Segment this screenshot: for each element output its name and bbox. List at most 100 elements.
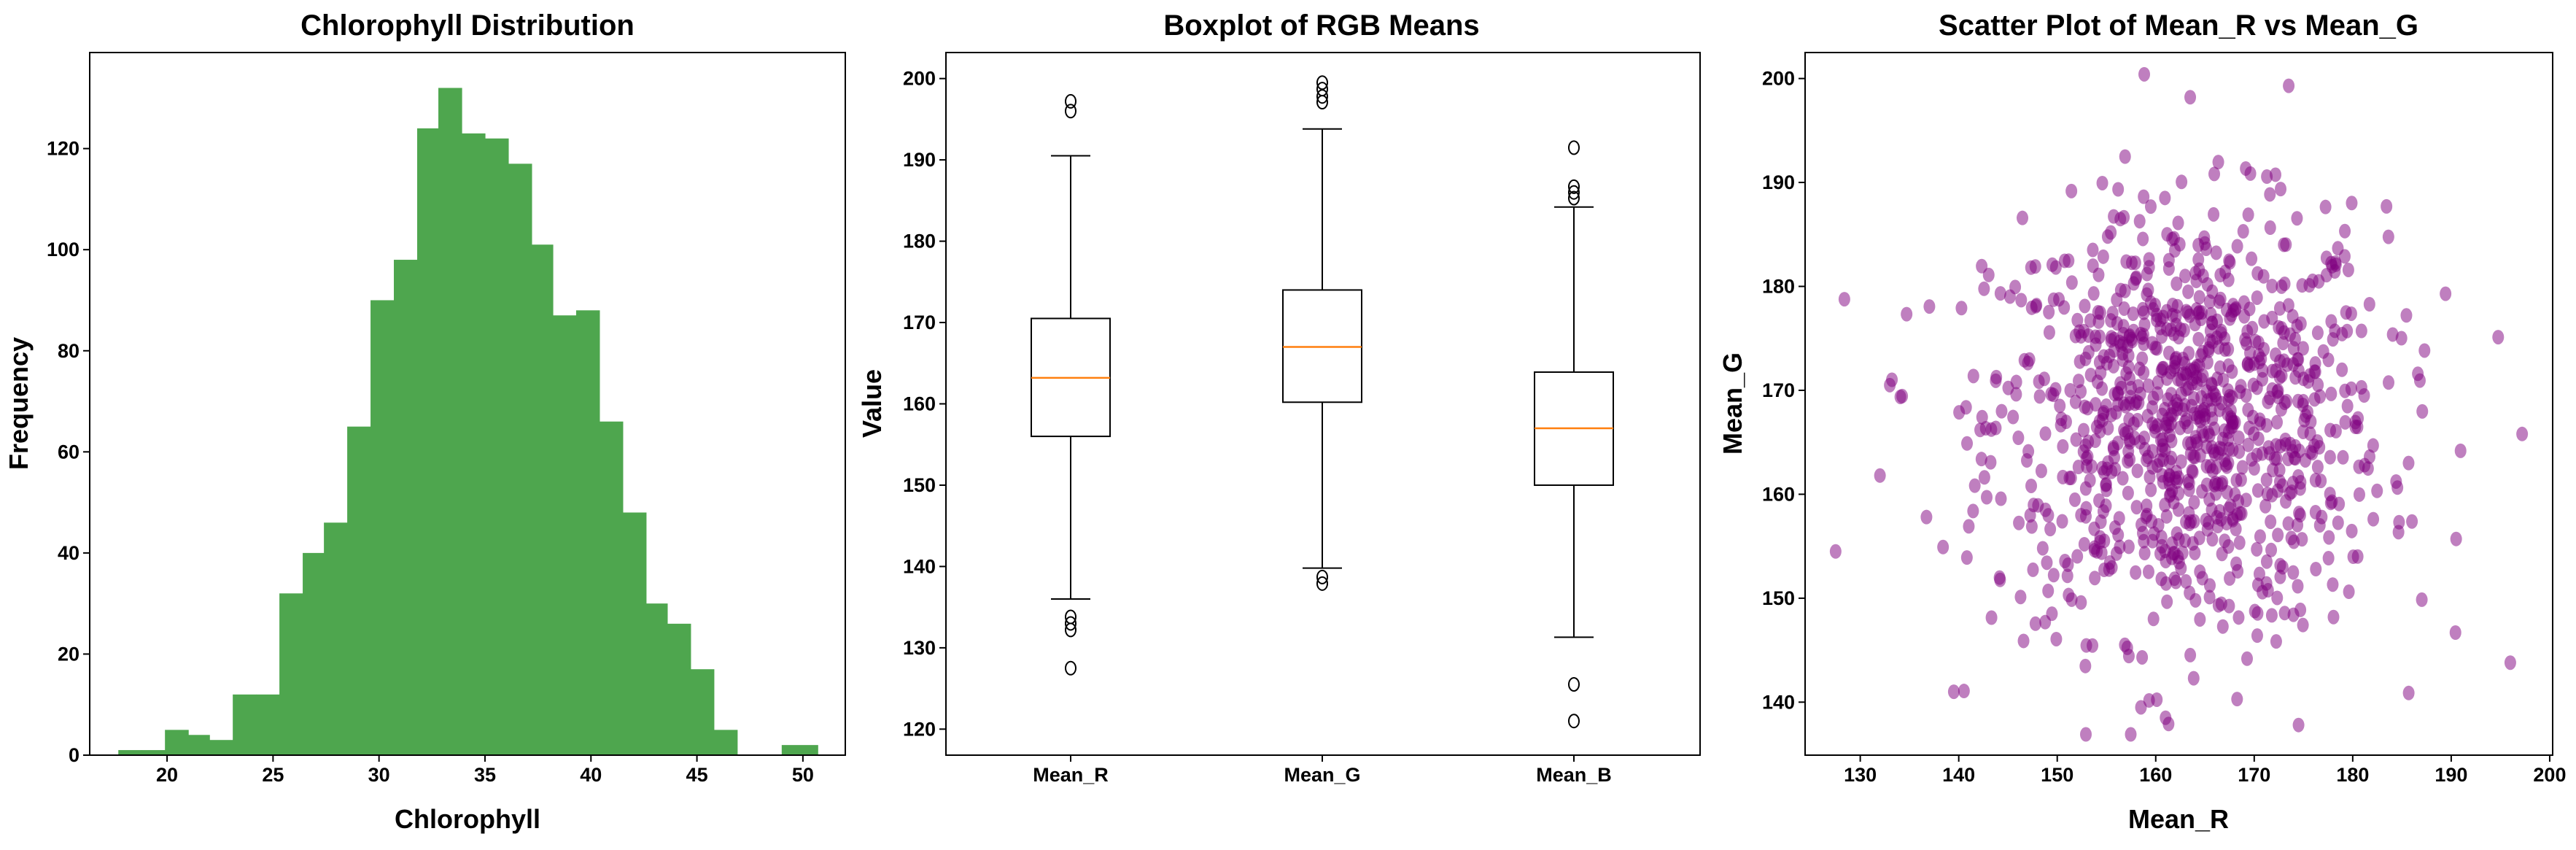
histogram-bar (552, 315, 577, 755)
scatter-point (2136, 351, 2149, 366)
scatter-point (2133, 214, 2146, 229)
histogram-bar (324, 522, 348, 755)
scatter-point (2142, 564, 2154, 579)
scatter-point (2204, 333, 2216, 348)
histogram-x-tick-label: 40 (580, 764, 602, 786)
scatter-point (2320, 268, 2332, 283)
histogram-x-tick-label: 30 (368, 764, 390, 786)
scatter-point (2143, 252, 2155, 267)
scatter-point (2237, 224, 2249, 239)
scatter-point (2131, 463, 2144, 479)
scatter-point (2449, 625, 2461, 641)
scatter-point (1901, 306, 1913, 322)
scatter-point (2142, 378, 2154, 393)
scatter-point (2057, 438, 2069, 454)
scatter-point (2167, 407, 2179, 422)
scatter-point (1975, 452, 1987, 467)
scatter-point (2160, 576, 2172, 591)
boxplot-y-tick-label: 130 (903, 637, 936, 659)
scatter-point (2043, 325, 2055, 340)
histogram-bar (622, 512, 647, 755)
scatter-point (2273, 320, 2285, 335)
scatter-point (2271, 590, 2284, 606)
scatter-point (2235, 379, 2247, 394)
scatter-point (2230, 473, 2243, 488)
scatter-point (1990, 369, 2003, 385)
scatter-point (2138, 336, 2150, 352)
scatter-point (2125, 727, 2137, 742)
boxplot-y-tick-label: 200 (903, 68, 936, 90)
histogram-bar (141, 750, 166, 755)
scatter-point (2241, 651, 2253, 666)
scatter-point (2090, 420, 2103, 435)
scatter-point (2291, 211, 2303, 226)
scatter-point (2339, 383, 2351, 398)
scatter-point (2212, 155, 2224, 170)
scatter-point (2138, 66, 2151, 82)
scatter-point (1955, 301, 1968, 316)
scatter-point (2119, 149, 2131, 164)
scatter-y-tick-label: 140 (1762, 691, 1795, 713)
scatter-point (2287, 565, 2300, 580)
scatter-point (2112, 182, 2125, 197)
scatter-point (1995, 491, 2007, 506)
scatter-point (2161, 227, 2173, 242)
scatter-point (2252, 335, 2265, 350)
scatter-point (1958, 684, 1970, 699)
scatter-point (2056, 514, 2068, 529)
scatter-point (1874, 468, 1886, 483)
scatter-point (2327, 577, 2339, 592)
scatter-point (2179, 356, 2191, 371)
scatter-point (2259, 498, 2272, 514)
scatter-point (2336, 362, 2348, 377)
scatter-point (2298, 412, 2311, 428)
scatter-point (2039, 426, 2052, 441)
scatter-point (2182, 284, 2195, 299)
scatter-point (2135, 700, 2147, 715)
scatter-point (1838, 292, 1850, 307)
scatter-point (2192, 306, 2205, 321)
scatter-point (2192, 252, 2205, 267)
scatter-point (2017, 210, 2029, 225)
scatter-point (2065, 471, 2077, 486)
scatter-y-tick-label: 200 (1762, 68, 1795, 90)
scatter-point (2194, 564, 2206, 579)
boxplot-boxes (1031, 75, 1614, 729)
scatter-point (2079, 298, 2091, 314)
scatter-point (2096, 175, 2108, 190)
scatter-point (2227, 419, 2239, 434)
scatter-point (2205, 306, 2217, 322)
scatter-point (2276, 560, 2289, 575)
scatter-point (2200, 477, 2213, 492)
scatter-point (2100, 482, 2113, 498)
scatter-point (2143, 692, 2155, 708)
scatter-x-tick-label: 130 (1844, 764, 1877, 786)
scatter-point (2208, 206, 2220, 222)
scatter-point (2075, 595, 2087, 610)
scatter-point (2276, 478, 2289, 493)
scatter-point (2136, 301, 2149, 317)
scatter-point (2017, 633, 2030, 649)
scatter-point (2188, 495, 2200, 510)
scatter-point (2241, 324, 2254, 339)
histogram-x-tick-label: 45 (686, 764, 708, 786)
boxplot-y-tick-label: 150 (903, 474, 936, 496)
scatter-point (2265, 542, 2278, 557)
scatter-x-tick-label: 190 (2435, 764, 2467, 786)
scatter-point (2311, 325, 2324, 341)
scatter-point (2264, 187, 2276, 202)
scatter-point (2251, 266, 2264, 281)
scatter-point (2187, 671, 2200, 686)
scatter-point (2323, 530, 2335, 545)
scatter-point (2279, 437, 2292, 452)
scatter-point (2297, 341, 2309, 356)
scatter-point (2025, 300, 2038, 315)
scatter-point (2170, 309, 2182, 324)
histogram-bar (209, 740, 233, 755)
scatter-point (2200, 459, 2213, 474)
scatter-point (2142, 449, 2154, 465)
scatter-point (2210, 245, 2222, 260)
boxplot-y-tick-label: 140 (903, 555, 936, 577)
scatter-point (2127, 276, 2140, 291)
